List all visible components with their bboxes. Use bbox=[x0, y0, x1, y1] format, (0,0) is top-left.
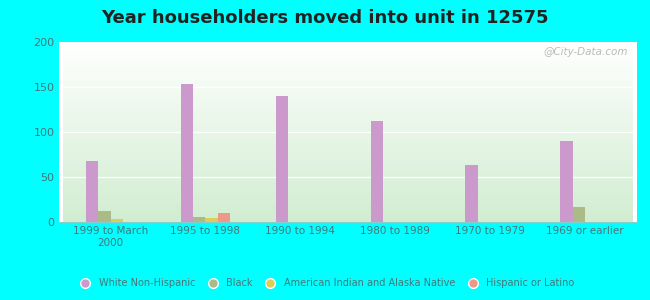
Bar bbox=[193, 217, 205, 222]
Text: @City-Data.com: @City-Data.com bbox=[544, 47, 629, 57]
Bar bbox=[111, 219, 123, 222]
Bar bbox=[465, 165, 478, 222]
Bar bbox=[218, 213, 230, 222]
Bar bbox=[205, 218, 218, 222]
Bar bbox=[573, 207, 585, 222]
Bar bbox=[560, 141, 573, 222]
Bar bbox=[86, 161, 98, 222]
Bar bbox=[370, 121, 383, 222]
Bar bbox=[276, 96, 288, 222]
Bar bbox=[98, 211, 110, 222]
Text: Year householders moved into unit in 12575: Year householders moved into unit in 125… bbox=[101, 9, 549, 27]
Bar bbox=[181, 84, 193, 222]
Legend: White Non-Hispanic, Black, American Indian and Alaska Native, Hispanic or Latino: White Non-Hispanic, Black, American Indi… bbox=[72, 274, 578, 292]
